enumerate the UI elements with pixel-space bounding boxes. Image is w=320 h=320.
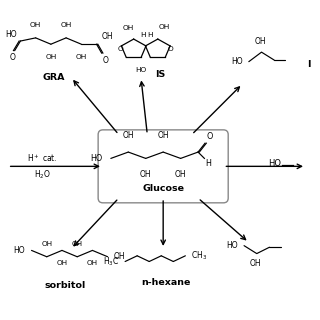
Text: HO: HO bbox=[5, 29, 17, 38]
Text: HO: HO bbox=[91, 154, 103, 163]
Text: OH: OH bbox=[140, 171, 152, 180]
Text: OH: OH bbox=[45, 54, 57, 60]
Text: OH: OH bbox=[72, 241, 83, 247]
Text: H$_2$O: H$_2$O bbox=[34, 168, 51, 180]
Text: OH: OH bbox=[76, 54, 87, 60]
Text: HO: HO bbox=[226, 241, 238, 250]
Text: IS: IS bbox=[155, 70, 165, 79]
Text: sorbitol: sorbitol bbox=[44, 281, 85, 290]
Text: n-hexane: n-hexane bbox=[142, 278, 191, 287]
Text: H: H bbox=[147, 32, 152, 38]
Text: O: O bbox=[207, 132, 213, 141]
Text: HO: HO bbox=[268, 159, 281, 168]
Text: O: O bbox=[10, 53, 16, 62]
Text: O: O bbox=[103, 56, 109, 65]
Text: CH$_3$: CH$_3$ bbox=[191, 250, 207, 262]
Text: OH: OH bbox=[56, 260, 68, 266]
FancyBboxPatch shape bbox=[98, 130, 228, 203]
Text: GRA: GRA bbox=[43, 73, 65, 82]
Text: O: O bbox=[168, 46, 173, 52]
Text: OH: OH bbox=[102, 32, 113, 41]
Text: OH: OH bbox=[254, 37, 266, 46]
Text: OH: OH bbox=[123, 25, 134, 31]
Text: OH: OH bbox=[175, 171, 187, 180]
Text: OH: OH bbox=[30, 22, 41, 28]
Text: H$_3$C: H$_3$C bbox=[103, 255, 119, 268]
Text: Glucose: Glucose bbox=[142, 184, 184, 193]
Text: H: H bbox=[205, 159, 211, 168]
Text: OH: OH bbox=[157, 131, 169, 140]
Text: HO: HO bbox=[135, 67, 147, 73]
Text: H$^+$ cat.: H$^+$ cat. bbox=[28, 153, 58, 164]
Text: OH: OH bbox=[123, 131, 134, 140]
Text: O: O bbox=[118, 46, 124, 52]
Text: OH: OH bbox=[249, 259, 261, 268]
Text: I: I bbox=[307, 60, 311, 69]
Text: OH: OH bbox=[87, 260, 98, 266]
Text: OH: OH bbox=[113, 252, 125, 261]
Text: H: H bbox=[140, 32, 145, 38]
Text: OH: OH bbox=[158, 24, 170, 30]
Text: HO: HO bbox=[231, 57, 243, 66]
Text: HO: HO bbox=[13, 246, 25, 255]
Text: OH: OH bbox=[41, 241, 52, 247]
Text: OH: OH bbox=[60, 22, 72, 28]
